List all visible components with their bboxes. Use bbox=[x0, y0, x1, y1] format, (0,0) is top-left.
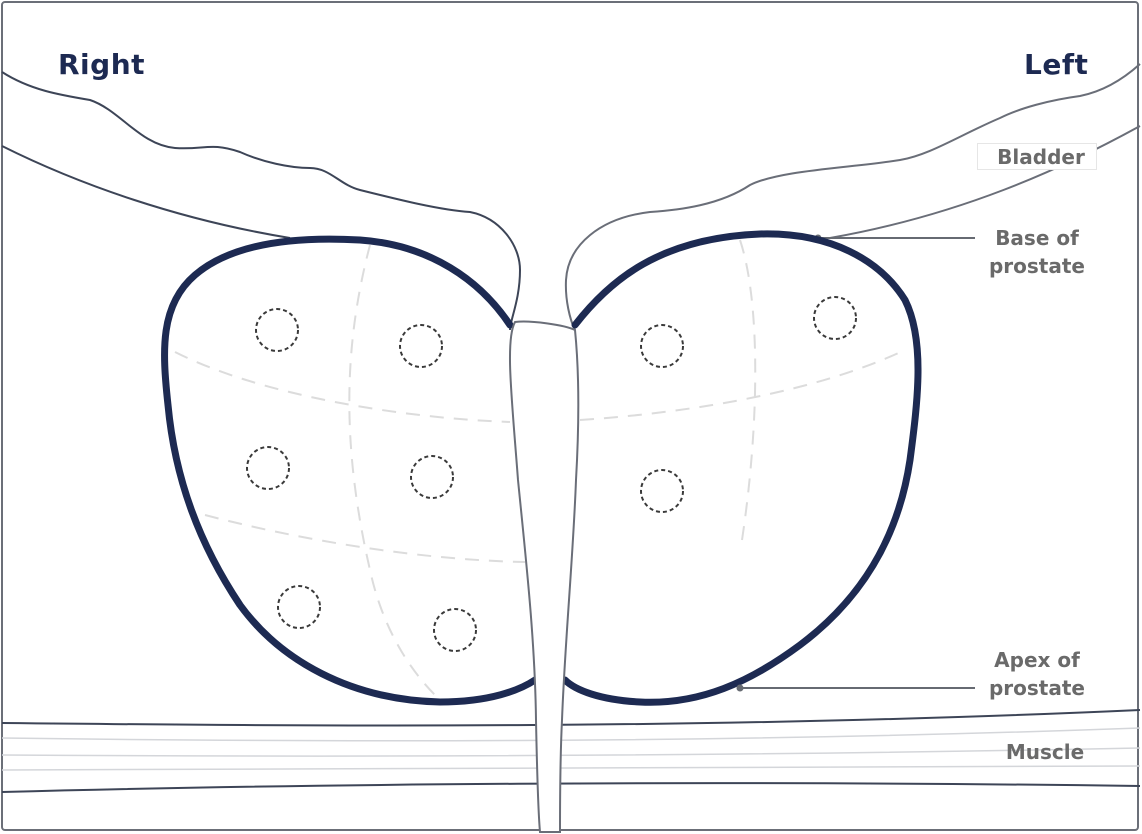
left-side-label: Left bbox=[1024, 48, 1089, 81]
biopsy-site bbox=[399, 324, 443, 368]
right-lobe-outline bbox=[161, 235, 539, 706]
biopsy-site bbox=[433, 608, 477, 652]
apex-pointer-dot bbox=[736, 684, 744, 692]
bladder-wall-left-lower bbox=[829, 125, 1141, 239]
muscle-band-bottom bbox=[1, 782, 1141, 793]
muscle-fiber-2 bbox=[1, 747, 1141, 757]
biopsy-site bbox=[410, 455, 454, 499]
right-biopsy-sites bbox=[246, 308, 477, 652]
apex-of-prostate-label: Apex of prostate bbox=[988, 648, 1085, 700]
muscle-band-top bbox=[1, 709, 1141, 727]
muscle-fiber-1 bbox=[1, 727, 1141, 742]
muscle-fiber-3 bbox=[1, 765, 1141, 772]
biopsy-site bbox=[640, 324, 684, 368]
bladder-label-box bbox=[977, 143, 1097, 170]
bladder-wall-right-upper bbox=[1, 71, 522, 331]
biopsy-site bbox=[813, 296, 857, 340]
left-biopsy-sites bbox=[640, 296, 857, 513]
muscle-label: Muscle bbox=[1005, 740, 1085, 764]
biopsy-site bbox=[246, 446, 290, 490]
right-lobe-zone-grid bbox=[174, 244, 526, 696]
bladder-wall-left-upper bbox=[564, 63, 1141, 331]
urethra bbox=[508, 320, 580, 833]
bladder-label: Bladder bbox=[997, 145, 1085, 169]
bladder-wall-right-lower bbox=[1, 145, 291, 239]
left-lobe-zone-grid bbox=[579, 239, 906, 541]
base-of-prostate-label: Base of prostate bbox=[988, 226, 1085, 278]
biopsy-site bbox=[640, 469, 684, 513]
biopsy-site bbox=[255, 308, 299, 352]
right-side-label: Right bbox=[58, 48, 146, 81]
biopsy-site bbox=[277, 585, 321, 629]
left-lobe-outline bbox=[561, 230, 922, 706]
